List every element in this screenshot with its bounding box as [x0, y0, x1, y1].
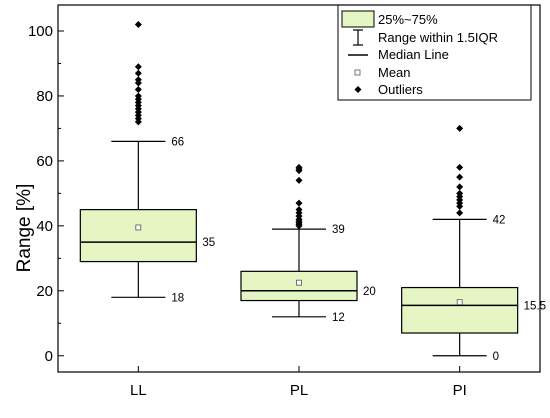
box-pi: 42 15.5 0: [401, 124, 546, 363]
y-tick-label: 20: [36, 283, 53, 300]
outlier-point: [134, 85, 142, 93]
label-whisker-low: 12: [332, 312, 345, 324]
y-axis: 0 20 40 60 80 100: [28, 23, 64, 365]
mean-marker: [456, 299, 463, 306]
box-pl: 39 20 12: [240, 163, 376, 324]
label-whisker-high: 42: [493, 214, 506, 226]
outlier-point: [456, 124, 464, 132]
label-median: 35: [202, 237, 215, 249]
outlier-point: [295, 176, 303, 184]
mean-marker: [135, 224, 142, 231]
outlier-point: [134, 76, 142, 84]
iqr-box: [79, 209, 197, 263]
outlier-point: [134, 69, 142, 77]
legend-whisker-swatch: [353, 29, 363, 46]
mean-marker: [296, 279, 302, 286]
x-axis: LL PL PI: [130, 366, 467, 399]
y-tick-label: 0: [45, 348, 53, 365]
outlier-point: [134, 92, 142, 100]
label-whisker-high: 39: [332, 224, 345, 236]
label-whisker-low: 18: [171, 292, 184, 304]
legend-mean-swatch: [354, 69, 361, 76]
x-tick-label: PL: [290, 382, 308, 399]
legend-entry-median: Median Line: [378, 47, 449, 62]
outlier-point: [295, 199, 303, 207]
outlier-point: [456, 163, 464, 171]
legend-box-swatch: [341, 10, 375, 28]
y-axis-title: Range [%]: [14, 184, 35, 273]
y-tick-label: 100: [28, 23, 53, 40]
outlier-point: [134, 63, 142, 71]
y-tick-label: 80: [36, 88, 53, 105]
label-whisker-high: 66: [171, 136, 184, 148]
legend-entry-mean: Mean: [378, 65, 411, 80]
legend-outlier-swatch: [354, 86, 362, 93]
outlier-point: [456, 173, 464, 181]
outlier-point: [456, 209, 464, 217]
label-whisker-low: 0: [493, 351, 499, 363]
outlier-point: [456, 183, 464, 191]
outlier-point: [295, 163, 303, 171]
iqr-box: [401, 286, 519, 334]
boxes: 66 35 18 39 20 12 42 15.5 0: [79, 20, 546, 363]
label-median: 20: [363, 286, 376, 298]
y-tick-label: 40: [36, 218, 53, 235]
iqr-box: [240, 270, 358, 302]
legend-entry-box: 25%~75%: [378, 12, 438, 27]
outlier-point: [295, 206, 303, 214]
outlier-point: [134, 20, 142, 28]
legend-entry-outliers: Outliers: [378, 82, 423, 97]
x-tick-label: LL: [130, 382, 147, 399]
legend-entry-whisker: Range within 1.5IQR: [378, 30, 498, 45]
box-ll: 66 35 18: [79, 20, 215, 304]
y-tick-label: 60: [36, 153, 53, 170]
outlier-point: [456, 189, 464, 197]
legend: 25%~75% Range within 1.5IQR Median Line …: [337, 4, 532, 101]
x-tick-label: PI: [453, 382, 467, 399]
label-median: 15.5: [524, 300, 546, 312]
